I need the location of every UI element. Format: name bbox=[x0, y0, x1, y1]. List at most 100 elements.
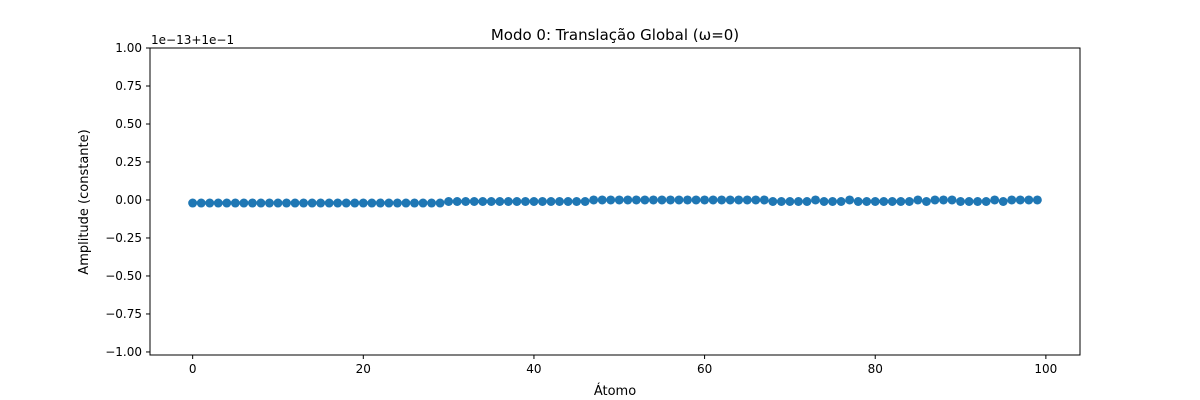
data-point bbox=[435, 198, 445, 208]
y-tick-label: −0.50 bbox=[105, 269, 142, 283]
data-point bbox=[990, 195, 1000, 205]
plot-area bbox=[149, 47, 1081, 356]
data-point bbox=[657, 195, 667, 205]
data-point bbox=[887, 197, 897, 206]
y-tick-label: 0.50 bbox=[115, 117, 142, 131]
data-point bbox=[1032, 195, 1042, 205]
x-axis: 0 20 40 60 80 100 bbox=[189, 355, 1057, 376]
data-point bbox=[452, 197, 462, 206]
data-point bbox=[725, 195, 735, 205]
data-point bbox=[862, 197, 872, 206]
data-point bbox=[921, 197, 931, 206]
plot-frame bbox=[149, 47, 1081, 356]
data-point bbox=[367, 198, 377, 208]
data-point bbox=[469, 197, 479, 206]
data-point bbox=[930, 195, 940, 205]
chart-title: Modo 0: Translação Global (ω=0) bbox=[491, 26, 739, 44]
data-point bbox=[222, 198, 232, 208]
data-point bbox=[597, 195, 607, 205]
y-tick-label: −1.00 bbox=[105, 345, 142, 359]
data-point bbox=[230, 198, 240, 208]
y-axis-label: Amplitude (constante) bbox=[77, 129, 92, 274]
y-offset-text: 1e−13+1e−1 bbox=[151, 33, 234, 47]
data-point bbox=[324, 198, 334, 208]
data-point bbox=[913, 195, 923, 205]
data-point bbox=[401, 198, 411, 208]
data-point bbox=[205, 198, 215, 208]
data-point bbox=[188, 198, 198, 208]
data-point bbox=[512, 197, 522, 206]
y-tick-label: 1.00 bbox=[115, 41, 142, 55]
data-point bbox=[717, 195, 727, 205]
data-point bbox=[572, 197, 582, 206]
data-point bbox=[299, 198, 309, 208]
data-point bbox=[759, 195, 769, 205]
y-tick-label: −0.75 bbox=[105, 307, 142, 321]
data-point bbox=[563, 197, 573, 206]
data-point bbox=[264, 198, 274, 208]
data-point bbox=[316, 198, 326, 208]
data-point bbox=[282, 198, 292, 208]
data-point bbox=[1007, 195, 1017, 205]
data-point bbox=[495, 197, 505, 206]
data-point bbox=[700, 195, 710, 205]
data-point bbox=[486, 197, 496, 206]
y-tick-label: 0.25 bbox=[115, 155, 142, 169]
data-point bbox=[418, 198, 428, 208]
data-point bbox=[290, 198, 300, 208]
data-point bbox=[213, 198, 223, 208]
data-point bbox=[776, 197, 786, 206]
data-point bbox=[879, 197, 889, 206]
data-point bbox=[589, 195, 599, 205]
x-tick-label: 20 bbox=[356, 362, 371, 376]
x-tick-label: 100 bbox=[1034, 362, 1057, 376]
data-point bbox=[828, 197, 838, 206]
data-point bbox=[845, 195, 855, 205]
data-point bbox=[811, 195, 821, 205]
data-point bbox=[1015, 195, 1025, 205]
data-point bbox=[751, 195, 761, 205]
data-point bbox=[427, 198, 437, 208]
data-point bbox=[461, 197, 471, 206]
data-point bbox=[938, 195, 948, 205]
data-point bbox=[870, 197, 880, 206]
data-point bbox=[444, 197, 454, 206]
x-tick-label: 60 bbox=[697, 362, 712, 376]
data-point bbox=[785, 197, 795, 206]
data-point bbox=[998, 197, 1008, 206]
data-point bbox=[247, 198, 257, 208]
data-point bbox=[375, 198, 385, 208]
data-point bbox=[631, 195, 641, 205]
data-point bbox=[742, 195, 752, 205]
data-point bbox=[520, 197, 530, 206]
data-point bbox=[674, 195, 684, 205]
x-tick-label: 80 bbox=[868, 362, 883, 376]
data-point bbox=[256, 198, 266, 208]
x-tick-label: 40 bbox=[526, 362, 541, 376]
data-point bbox=[956, 197, 966, 206]
data-point bbox=[964, 197, 974, 206]
data-point bbox=[896, 197, 906, 206]
data-point bbox=[555, 197, 565, 206]
data-point bbox=[350, 198, 360, 208]
data-point bbox=[648, 195, 658, 205]
data-point bbox=[802, 197, 812, 206]
data-point bbox=[623, 195, 633, 205]
data-point bbox=[819, 197, 829, 206]
data-point bbox=[1024, 195, 1034, 205]
x-axis-label: Átomo bbox=[594, 383, 636, 399]
data-points bbox=[188, 195, 1042, 208]
data-point bbox=[384, 198, 394, 208]
data-point bbox=[196, 198, 206, 208]
data-point bbox=[580, 197, 590, 206]
data-point bbox=[981, 197, 991, 206]
data-point bbox=[409, 198, 419, 208]
data-point bbox=[614, 195, 624, 205]
data-point bbox=[529, 197, 539, 206]
data-point bbox=[478, 197, 488, 206]
data-point bbox=[537, 197, 547, 206]
y-tick-label: −0.25 bbox=[105, 231, 142, 245]
data-point bbox=[546, 197, 556, 206]
data-point bbox=[307, 198, 317, 208]
x-tick-label: 0 bbox=[189, 362, 197, 376]
